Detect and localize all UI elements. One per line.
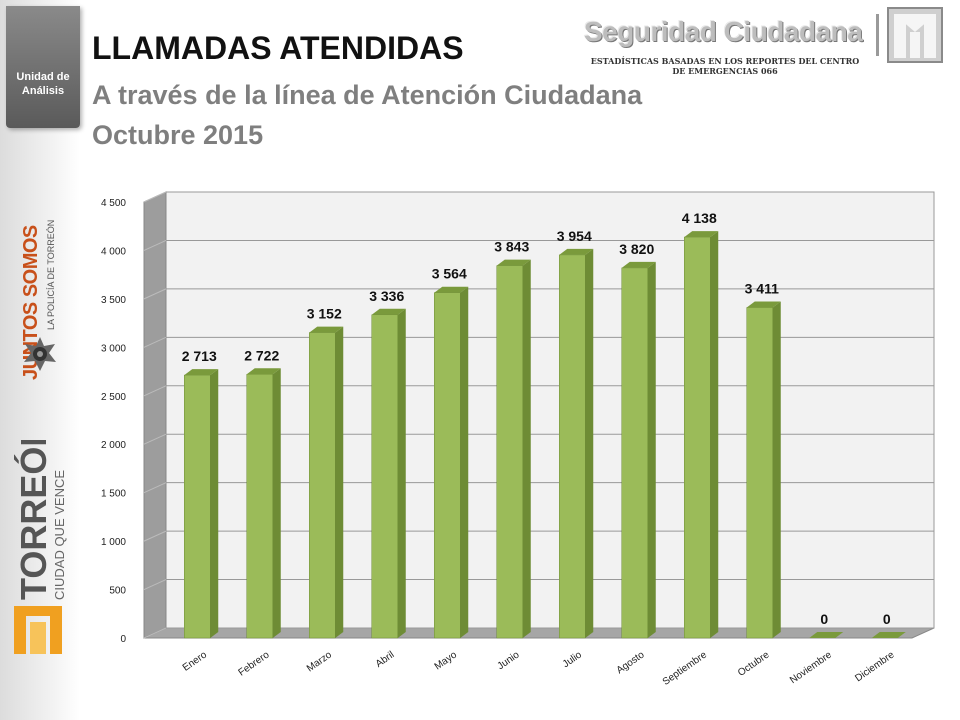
brand-divider (876, 14, 879, 56)
city-motto: CIUDAD QUE VENCE (52, 469, 67, 600)
x-tick-label: Julio (561, 649, 585, 670)
page-title: LLAMADAS ATENDIDAS (92, 30, 464, 66)
gridline-side (143, 336, 167, 348)
bar-top (246, 368, 281, 375)
gridline-side (143, 579, 167, 591)
chart-side-wall (143, 191, 167, 639)
bar (246, 374, 273, 639)
brand-name: Seguridad Ciudadana (584, 16, 863, 47)
y-tick-label: 2 500 (101, 392, 126, 403)
bar-side (647, 261, 656, 638)
x-tick-label: Febrero (236, 649, 271, 678)
x-tick-label: Agosto (615, 649, 647, 676)
x-tick-label: Abril (374, 649, 397, 669)
data-label: 3 843 (494, 239, 529, 255)
x-tick-label: Noviembre (788, 649, 834, 686)
data-label: 4 138 (682, 210, 717, 226)
data-label: 3 954 (557, 228, 592, 244)
data-label: 2 713 (182, 348, 217, 364)
gridline-side (143, 627, 167, 639)
y-tick-label: 2 000 (101, 440, 126, 451)
x-tick-label: Enero (181, 649, 210, 674)
y-tick-label: 1 500 (101, 489, 126, 500)
police-badge-icon (24, 337, 56, 371)
city-name: TORREÓN (14, 440, 54, 600)
data-label: 3 336 (369, 288, 404, 304)
bar-chart: 0 500 1 000 1 500 2 000 2 500 3 000 3 500 4 000 4… (101, 191, 935, 688)
gridline-side (143, 239, 167, 251)
x-tick-label: Marzo (305, 649, 334, 674)
brand-caption: ESTADÍSTICAS BASADAS EN LOS REPORTES DEL… (590, 56, 860, 76)
data-label: 2 722 (244, 347, 279, 363)
bar-side (397, 308, 406, 638)
bar (684, 236, 711, 639)
data-label: 3 152 (307, 306, 342, 322)
bar (496, 265, 523, 639)
chart-back-wall (165, 191, 935, 629)
bar-side (272, 368, 281, 638)
gridline-side (143, 530, 167, 542)
x-tick-label: Octubre (736, 649, 772, 679)
bar-side (522, 259, 531, 638)
bar-top (809, 632, 844, 638)
bar (309, 332, 336, 639)
bar (559, 254, 586, 639)
x-tick-label: Diciembre (853, 649, 897, 684)
data-label: 3 564 (432, 266, 467, 282)
x-tick-label: Mayo (433, 649, 460, 672)
brand-logo-icon (887, 7, 943, 63)
torreon-logo-icon (14, 606, 62, 654)
gridline-side (143, 288, 167, 300)
page-subtitle: A través de la línea de Atención Ciudada… (92, 80, 643, 110)
unit-label-line-2: Análisis (21, 85, 65, 97)
bar (746, 307, 773, 639)
bar-side (210, 369, 219, 638)
slogan-subtext: LA POLICÍA DE TORREÓN (46, 219, 56, 330)
bar-side (772, 301, 781, 638)
unit-tab[interactable]: Unidad de Análisis (6, 6, 80, 128)
unit-label: Unidad de Análisis (6, 70, 80, 98)
bar (621, 267, 648, 639)
bar-side (335, 326, 344, 638)
bar-top (871, 632, 906, 638)
bar (371, 314, 398, 639)
unit-label-line-1: Unidad de (16, 71, 70, 83)
bar-top (184, 369, 219, 376)
bar-top (621, 261, 656, 268)
bar-top (371, 308, 406, 315)
left-sidebar: Unidad de Análisis JUNTOS SOMOS LA POLIC… (0, 0, 80, 720)
bar-top (746, 301, 781, 308)
bar-top (559, 248, 594, 255)
brand-caption-line-1: ESTADÍSTICAS BASADAS EN LOS REPORTES DEL… (590, 56, 860, 66)
y-tick-label: 1 000 (101, 537, 126, 548)
y-tick-label: 4 500 (101, 198, 126, 209)
y-tick-label: 0 (120, 634, 126, 645)
data-label: 3 820 (619, 241, 654, 257)
bar (434, 292, 461, 639)
data-label: 0 (820, 611, 828, 627)
y-tick-label: 3 500 (101, 295, 126, 306)
page-period: Octubre 2015 (92, 120, 264, 150)
data-label: 3 411 (745, 281, 779, 297)
y-tick-label: 500 (109, 586, 126, 597)
bar-side (585, 248, 594, 638)
x-tick-label: Junio (496, 649, 522, 672)
bar-top (496, 259, 531, 266)
bar-side (710, 231, 719, 638)
bar-top (309, 326, 344, 333)
bar-side (460, 286, 469, 638)
gridline-side (143, 482, 167, 494)
gridline-side (143, 385, 167, 397)
gridline-side (143, 433, 167, 445)
brand-caption-line-2: DE EMERGENCIAS 066 (672, 66, 778, 76)
data-label: 0 (883, 611, 891, 627)
bar (184, 374, 211, 639)
bar-top (434, 286, 469, 293)
bar-top (684, 231, 719, 238)
y-tick-label: 3 000 (101, 343, 126, 354)
y-tick-label: 4 000 (101, 246, 126, 257)
x-tick-label: Septiembre (661, 649, 710, 688)
gridline-side (143, 191, 167, 203)
